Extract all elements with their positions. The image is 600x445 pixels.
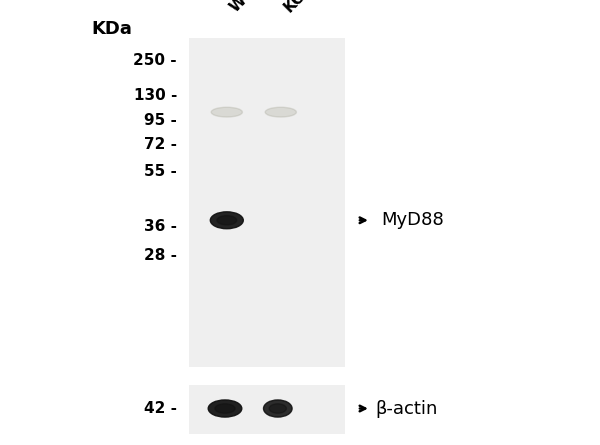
Text: WT: WT	[227, 0, 257, 16]
Text: 42 -: 42 -	[144, 401, 177, 416]
Bar	[189, 38, 345, 367]
Ellipse shape	[263, 400, 292, 417]
Text: KO: KO	[281, 0, 308, 16]
Text: MyD88: MyD88	[381, 211, 444, 229]
Text: 36 -: 36 -	[144, 219, 177, 235]
Text: KDa: KDa	[91, 20, 132, 38]
Ellipse shape	[211, 107, 242, 117]
Text: 130 -: 130 -	[134, 88, 177, 103]
Ellipse shape	[265, 107, 296, 117]
Ellipse shape	[211, 212, 244, 229]
Text: 95 -: 95 -	[144, 113, 177, 128]
Text: 55 -: 55 -	[144, 164, 177, 179]
Text: 28 -: 28 -	[144, 248, 177, 263]
Text: β-actin: β-actin	[375, 400, 437, 417]
Ellipse shape	[217, 216, 237, 225]
Bar	[189, 385, 345, 434]
Text: 250 -: 250 -	[133, 53, 177, 68]
Ellipse shape	[269, 404, 286, 413]
Ellipse shape	[215, 404, 235, 413]
Ellipse shape	[208, 400, 242, 417]
Text: 72 -: 72 -	[144, 137, 177, 152]
